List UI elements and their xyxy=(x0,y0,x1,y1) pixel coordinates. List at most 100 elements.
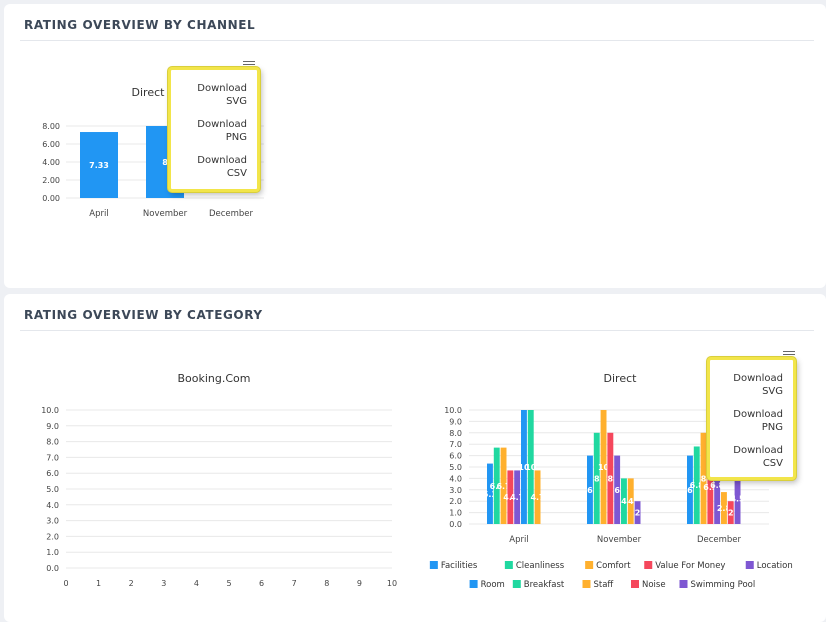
legend-label: Room xyxy=(481,580,505,590)
legend-swatch xyxy=(631,580,639,588)
y-tick-label: 0.0 xyxy=(449,520,462,529)
category-card-divider xyxy=(20,330,814,331)
bar-value-label: 4.7 xyxy=(530,493,544,502)
y-tick-label: 6.0 xyxy=(449,452,462,461)
y-tick-label: 0.00 xyxy=(42,194,60,203)
bar-value-label: 6.5 xyxy=(703,483,718,492)
x-tick-label: April xyxy=(89,209,108,219)
legend-label: Comfort xyxy=(596,561,631,571)
bar xyxy=(621,478,627,524)
legend-swatch xyxy=(745,561,754,569)
legend-item: Facilities xyxy=(429,561,478,571)
chart-title: Direct xyxy=(132,86,166,99)
bar xyxy=(721,492,727,524)
legend-label: Staff xyxy=(594,580,615,590)
x-tick-label: 3 xyxy=(161,579,166,588)
x-tick-label: December xyxy=(697,535,742,545)
legend-label: Location xyxy=(757,561,793,571)
legend-item: Location xyxy=(745,561,793,571)
legend-label: Facilities xyxy=(441,561,478,571)
legend-swatch xyxy=(582,580,591,588)
bar-value-label: 10 xyxy=(525,463,537,472)
bar xyxy=(693,446,700,524)
bar xyxy=(521,410,527,524)
booking-com-chart: Booking.Com 0.0 1.0 2.0 3.0 4.0 5.0 6.0 7.0 8.0 9.… xyxy=(41,372,397,588)
y-tick-label: 4.00 xyxy=(42,158,60,167)
y-tick-label: 10.0 xyxy=(41,406,59,415)
bar-value-label: 4.5 xyxy=(730,494,745,503)
bar-value-label: 6 xyxy=(587,486,593,495)
x-tick-label: November xyxy=(597,535,642,545)
bar xyxy=(527,410,534,524)
download-csv-item[interactable]: Download CSV xyxy=(733,445,783,469)
legend-swatch xyxy=(429,561,438,569)
y-tick-label: 10.0 xyxy=(444,406,462,415)
bar-value-label: 8 xyxy=(162,158,168,167)
bar xyxy=(727,501,734,524)
download-png-item[interactable]: Download PNG xyxy=(733,409,783,433)
bar-value-label: 7.33 xyxy=(89,161,109,170)
bar xyxy=(714,446,721,524)
y-tick-label: 4.0 xyxy=(46,501,59,510)
y-tick-label: 1.0 xyxy=(46,548,59,557)
category-download-menu: Download SVG Download PNG Download CSV xyxy=(707,357,796,480)
bar xyxy=(500,447,507,524)
download-svg-item[interactable]: Download SVG xyxy=(197,83,247,107)
download-svg-item[interactable]: Download SVG xyxy=(733,373,783,397)
bar xyxy=(734,472,741,524)
y-tick-label: 1.0 xyxy=(449,509,462,518)
chart-title: Booking.Com xyxy=(177,372,250,385)
bar-value-label: 2 xyxy=(635,509,641,518)
bar-value-label: 10 xyxy=(518,463,530,472)
download-csv-item[interactable]: Download CSV xyxy=(197,155,247,179)
x-tick-label: 4 xyxy=(194,579,199,588)
x-tick-label: 1 xyxy=(96,579,101,588)
legend-item: Cleanliness xyxy=(504,561,565,571)
bar-value-label: 6.8 xyxy=(710,481,725,490)
bar xyxy=(493,447,500,524)
chart-title: Direct xyxy=(604,372,638,385)
category-card: RATING OVERVIEW BY CATEGORY Booking.Com 0… xyxy=(4,294,826,622)
bar xyxy=(700,432,707,524)
bar xyxy=(600,410,607,524)
x-tick-label: 2 xyxy=(129,579,134,588)
y-tick-label: 4.0 xyxy=(449,474,462,483)
bar xyxy=(534,470,541,524)
legend-item: Swimming Pool xyxy=(679,580,755,590)
y-tick-label: 6.0 xyxy=(46,469,59,478)
legend-label: Breakfast xyxy=(524,580,565,590)
legend-item: Staff xyxy=(582,580,615,590)
y-tick-label: 9.0 xyxy=(46,422,59,431)
bar xyxy=(514,470,521,524)
legend-swatch xyxy=(585,561,594,569)
y-tick-label: 3.0 xyxy=(449,486,462,495)
bar-value-label: 2 xyxy=(728,509,734,518)
bar-value-label: 6.8 xyxy=(690,481,705,490)
bar-value-label: 5.3 xyxy=(483,490,497,499)
y-tick-label: 0.0 xyxy=(46,564,59,573)
channel-card-title: RATING OVERVIEW BY CHANNEL xyxy=(24,18,256,32)
channel-card: RATING OVERVIEW BY CHANNEL Direct 0.00 2.0… xyxy=(4,4,826,288)
bar-value-label: 8 xyxy=(594,474,600,483)
y-tick-label: 8.0 xyxy=(46,438,59,447)
legend-label: Cleanliness xyxy=(516,561,565,571)
x-tick-label: November xyxy=(143,209,188,219)
bar-value-label: 4 xyxy=(621,497,627,506)
legend-swatch xyxy=(512,580,521,588)
bar xyxy=(607,432,614,524)
legend-item: Comfort xyxy=(585,561,631,571)
x-tick-label: 0 xyxy=(63,579,68,588)
bar xyxy=(507,470,514,524)
download-png-item[interactable]: Download PNG xyxy=(197,119,247,143)
legend-item: Room xyxy=(469,580,505,590)
x-tick-label: 6 xyxy=(259,579,264,588)
bar-value-label: 4.7 xyxy=(510,493,524,502)
bar-value-label: 6 xyxy=(614,486,620,495)
y-tick-label: 9.0 xyxy=(449,417,462,426)
category-card-title: RATING OVERVIEW BY CATEGORY xyxy=(24,308,263,322)
x-tick-label: 9 xyxy=(357,579,362,588)
bar-value-label: 6.7 xyxy=(490,482,504,491)
x-tick-label: 5 xyxy=(226,579,231,588)
bar xyxy=(614,455,621,524)
bar-value-label: 6 xyxy=(687,486,693,495)
